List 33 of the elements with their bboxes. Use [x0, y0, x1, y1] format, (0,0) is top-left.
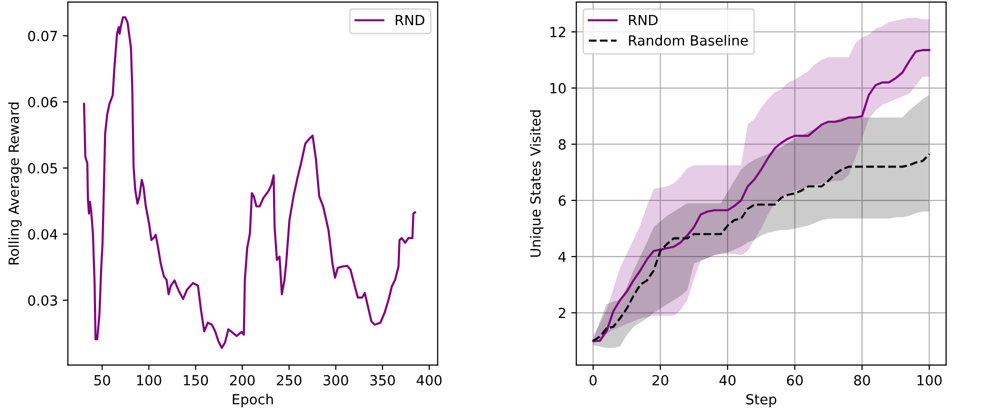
- x-tick-label: 250: [276, 375, 302, 386]
- y-tick-label: 0.06: [28, 96, 58, 108]
- x-tick-label: 200: [230, 375, 255, 386]
- y-tick-label: 0.05: [28, 162, 57, 174]
- x-tick-label: 400: [416, 375, 442, 386]
- x-tick-label: 300: [324, 375, 348, 386]
- x-tick-label: 20: [652, 375, 668, 386]
- x-tick-label: 100: [918, 375, 942, 386]
- y-tick-label: 2: [558, 308, 566, 318]
- legend-label: RND: [629, 14, 658, 26]
- legend-label: Random Baseline: [629, 34, 748, 46]
- line-series: [592, 153, 930, 342]
- x-tick-label: 80: [854, 375, 870, 386]
- y-tick-label: 0.07: [28, 30, 57, 42]
- y-tick-label: 12: [550, 26, 566, 38]
- x-tick-label: 350: [370, 375, 395, 386]
- x-tick-label: 0: [590, 375, 597, 386]
- x-tick-label: 100: [137, 375, 162, 386]
- x-axis-title: Step: [746, 394, 776, 408]
- x-tick-label: 50: [94, 375, 110, 386]
- x-tick-label: 40: [719, 375, 736, 386]
- x-axis-title: Epoch: [232, 394, 273, 408]
- y-axis-title: Rolling Average Reward: [8, 102, 22, 264]
- y-tick-label: 10: [550, 82, 566, 94]
- y-tick-label: 0.03: [28, 295, 58, 306]
- x-tick-label: 60: [786, 375, 803, 386]
- y-tick-label: 4: [558, 252, 566, 262]
- y-tick-label: 8: [558, 139, 566, 150]
- y-tick-label: 6: [558, 195, 566, 206]
- y-tick-label: 0.04: [28, 229, 58, 240]
- y-axis-title: Unique States Visited: [530, 110, 544, 257]
- legend-label: RND: [396, 14, 424, 26]
- x-tick-label: 150: [184, 375, 208, 386]
